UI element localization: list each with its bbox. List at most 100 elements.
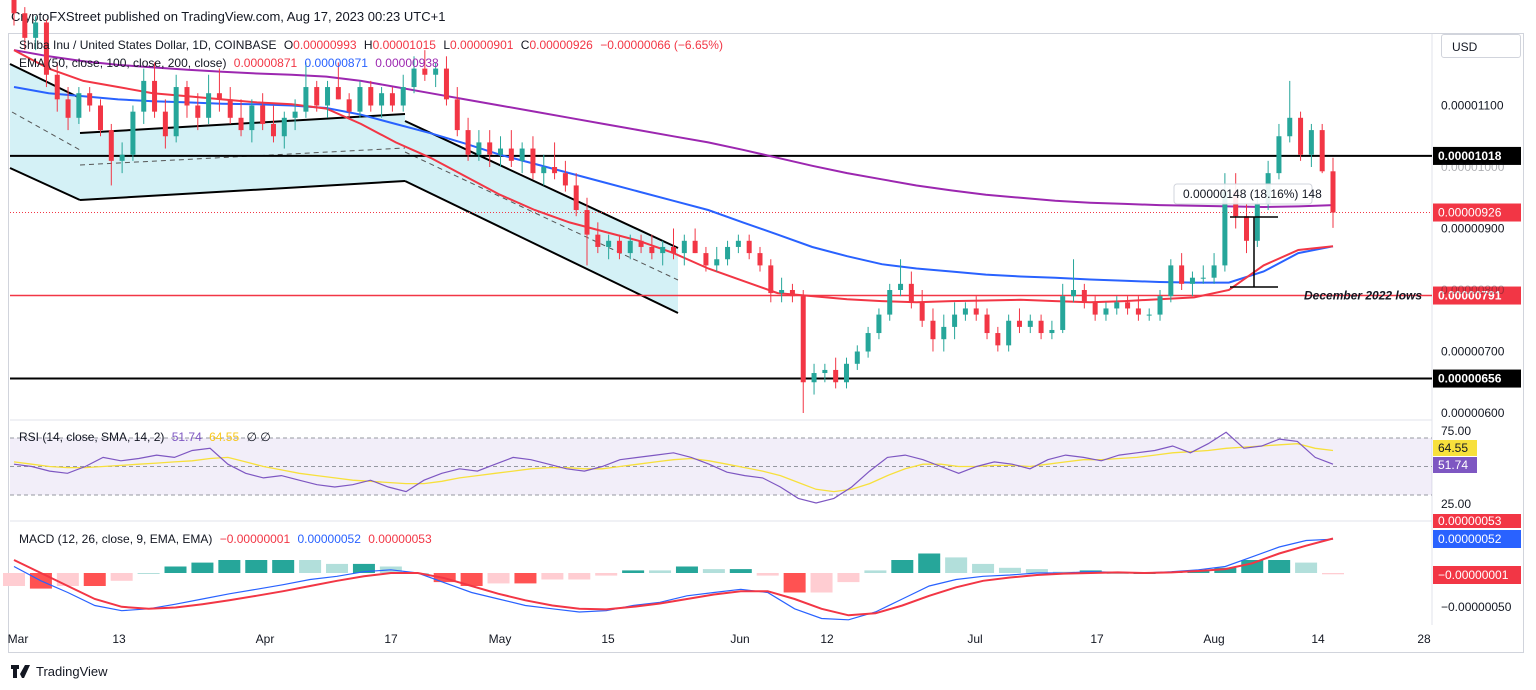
candle-body: [660, 246, 666, 254]
rsi-label: RSI (14, close, SMA, 14, 2): [19, 430, 165, 444]
candle-body: [65, 99, 71, 118]
candle-body: [130, 111, 136, 155]
macd-histogram-bar: [810, 573, 833, 593]
candle-body: [465, 130, 471, 155]
candle-body: [443, 68, 449, 100]
candle-body: [119, 154, 125, 161]
candle-body: [325, 87, 331, 106]
date-tick: Mar: [8, 632, 29, 646]
candle-body: [76, 93, 82, 118]
candle-body: [314, 87, 320, 106]
macd-histogram-bar: [56, 573, 79, 586]
candle-body: [854, 351, 860, 364]
candle-body: [530, 148, 536, 174]
price-tick: 0.00000600: [1441, 406, 1505, 420]
candle-body: [1071, 290, 1077, 297]
candle-body: [811, 373, 817, 383]
ema100-line: [13, 86, 1334, 284]
channel-midline: [11, 111, 81, 151]
date-tick: May: [489, 632, 512, 646]
price-tick: 0.00000700: [1441, 345, 1505, 359]
macd-histogram-bar: [568, 573, 591, 580]
ema200-line: [13, 49, 1334, 209]
tradingview-footer[interactable]: TradingView: [11, 664, 108, 679]
candle-body: [984, 314, 990, 334]
macd-histogram-bar: [218, 560, 241, 573]
macd-histogram-bar: [3, 573, 25, 586]
currency-button[interactable]: USD: [1441, 34, 1521, 58]
macd-histogram-bar: [891, 560, 914, 573]
candle-body: [411, 68, 417, 88]
candle-body: [822, 369, 828, 374]
ema-label: EMA (50, close, 100, close, 200, close): [19, 56, 227, 70]
ohlc-open: O0.00000993: [283, 38, 357, 52]
candle-body: [1114, 302, 1120, 309]
candle-body: [368, 87, 374, 106]
price-tick: 0.00000900: [1441, 222, 1505, 236]
channel-line: [79, 180, 406, 201]
candle-body: [757, 253, 763, 266]
candle-body: [843, 363, 849, 383]
candle-body: [43, 22, 49, 75]
macd-histogram-bar: [272, 560, 295, 573]
macd-histogram-bar: [164, 566, 187, 573]
rsi-axis-tick: 75.00: [1441, 424, 1471, 438]
macd-axis-tick: −0.00000050: [1441, 600, 1512, 614]
candle-body: [1319, 130, 1325, 172]
date-tick: 17: [384, 632, 398, 646]
candle-body: [184, 87, 190, 106]
level-tag-label: 0.00000656: [1438, 372, 1502, 386]
macd-signal-tag: [1433, 514, 1521, 528]
measure-box: [1173, 183, 1313, 205]
candle-body: [552, 167, 558, 174]
candle-body: [1016, 320, 1022, 327]
price-tick: 0.00000800: [1441, 283, 1505, 297]
ema50-value: 0.00000871: [233, 56, 298, 70]
candle-body: [433, 68, 439, 75]
candle-body: [919, 302, 925, 321]
candle-body: [454, 99, 460, 131]
level-tag: [1433, 369, 1521, 388]
macd-histogram-bar: [1268, 560, 1291, 573]
candle-body: [1211, 265, 1217, 278]
macd-histogram-bar: [649, 570, 672, 573]
macd-histogram-bar: [352, 563, 375, 573]
candle-body: [735, 240, 741, 247]
macd-histogram-bar: [595, 573, 618, 576]
channel-fill: [405, 121, 678, 313]
candle-body: [616, 240, 622, 254]
candle-body: [606, 240, 612, 247]
macd-tag: [1433, 530, 1521, 548]
level-tag-label: 0.00001018: [1438, 149, 1502, 163]
level-tag-label: 0.00000791: [1438, 289, 1502, 303]
candle-body: [1092, 302, 1098, 315]
candle-body: [357, 87, 363, 112]
candle-body: [638, 240, 644, 247]
candle-body: [1244, 216, 1250, 241]
date-tick: 28: [1417, 632, 1431, 646]
macd-histogram-bar: [1052, 571, 1075, 573]
tradingview-brand: TradingView: [36, 664, 108, 679]
macd-histogram-bar: [998, 567, 1021, 573]
candle-body: [173, 87, 179, 137]
price-tick: 0.00001000: [1441, 160, 1505, 174]
date-tick: Jul: [967, 632, 982, 646]
macd-histogram-bar: [756, 573, 779, 576]
macd-histogram-bar: [622, 570, 645, 573]
candle-body: [162, 111, 168, 137]
candle-body: [303, 87, 309, 112]
candle-body: [22, 13, 28, 38]
candle-body: [141, 80, 147, 112]
ohlc-low: L0.00000901: [443, 38, 514, 52]
candle-body: [476, 142, 482, 155]
current-price-label: 0.00000926: [1438, 206, 1502, 220]
macd-hist-tag: [1433, 566, 1521, 584]
macd-histogram-bar: [110, 573, 133, 581]
macd-signal-tag-label: 0.00000053: [1438, 514, 1502, 528]
candle-body: [206, 93, 212, 118]
date-tick: Aug: [1203, 632, 1224, 646]
level-name: December 2022 lows: [1304, 289, 1422, 303]
candle-body: [973, 308, 979, 315]
candle-body: [952, 314, 958, 327]
